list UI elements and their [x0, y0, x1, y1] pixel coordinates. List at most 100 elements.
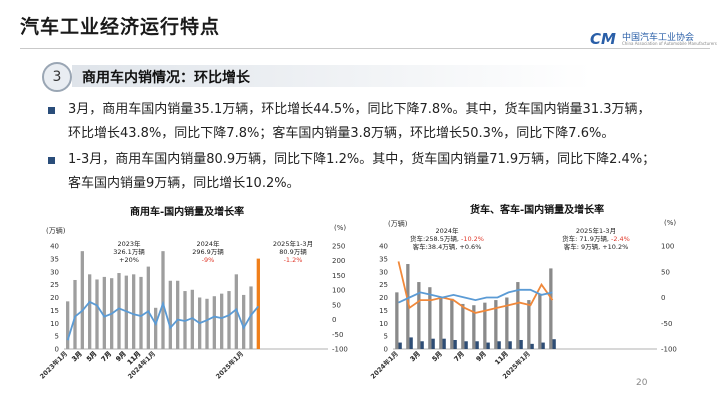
chart1-y2-tick-label: 200 [332, 257, 345, 265]
chart2-y-tick-label: 40 [379, 243, 388, 251]
chart2-bar [552, 339, 556, 349]
chart2-bar [508, 341, 512, 349]
chart2-bar [530, 343, 534, 349]
section-title: 商用车内销情况：环比增长 [82, 70, 250, 86]
chart2-bar [519, 339, 523, 349]
chart2-bar [395, 292, 399, 349]
chart2-x-tick-label: 9月 [474, 350, 487, 363]
ann-line: 2023年 [117, 240, 141, 248]
chart1-bar [212, 296, 216, 349]
chart2-bar [450, 298, 454, 349]
ann-line: 80.9万辆 [279, 248, 307, 256]
chart2-x-tick-label: 11月 [493, 350, 510, 367]
chart1-y-tick-label: 0 [55, 346, 59, 354]
chart2-y-tick-label: 15 [379, 307, 388, 315]
chart1-bar [256, 258, 260, 349]
bullet-1-line1: 3月，商用车国内销量35.1万辆，环比增长44.5%，同比下降7.8%。其中，货… [68, 102, 651, 117]
chart1-y2-tick-label: 250 [332, 243, 345, 251]
ann-line: +20% [119, 256, 139, 264]
chart1-bar [183, 291, 187, 349]
chart2-y-tick-label: 30 [379, 268, 388, 276]
chart1-bar [242, 294, 246, 349]
chart1-y-unit: (万辆) [46, 227, 66, 235]
chart1-bar [220, 293, 224, 349]
chart1-y-tick-label: 15 [50, 307, 59, 315]
chart2-bar [442, 338, 446, 349]
chart1-bar [227, 291, 231, 349]
chart2-x-tick-label: 7月 [452, 350, 465, 363]
chart2-y-tick-label: 0 [384, 346, 388, 354]
chart2-bar [431, 338, 435, 349]
chart2-bar [505, 297, 509, 349]
chart1-annotation-2025: 2025年1-3月 80.9万辆 -1.2% [258, 240, 328, 264]
chart1-bar [66, 301, 70, 349]
chart2-y-tick-label: 20 [379, 294, 388, 302]
chart1-bar [139, 276, 143, 349]
chart1-y2-tick-label: 0 [332, 316, 336, 324]
chart2-bar [483, 302, 487, 349]
chart1-y2-tick-label: 50 [332, 301, 341, 309]
chart2-y-tick-label: 35 [379, 255, 388, 263]
chart2-bar [439, 297, 443, 349]
logo-text: 中国汽车工业协会 [622, 33, 695, 43]
page-title: 汽车工业经济运行特点 [20, 16, 221, 38]
chart1-bar [102, 276, 106, 349]
chart1-bar [176, 280, 180, 349]
chart2-y2-tick-label: 50 [661, 268, 670, 276]
chart2-bar [486, 342, 490, 349]
ann-red-value: -2.4% [611, 235, 630, 243]
chart2-y2-tick-label: -100 [661, 346, 677, 354]
chart2-bar [420, 341, 424, 349]
ann-line: 货车:258.5万辆, -10.2% [410, 235, 484, 243]
chart1-bar [168, 280, 172, 349]
logo-subtext: China Association of Automobile Manufact… [622, 41, 717, 46]
chart1-bar [80, 251, 84, 349]
chart1-y-tick-label: 25 [50, 281, 59, 289]
chart2-bar [417, 282, 421, 349]
bullet-marker [48, 157, 55, 164]
chart1-y2-tick-label: 100 [332, 287, 345, 295]
chart2-bar [472, 305, 476, 349]
chart1-y2-tick-label: -100 [332, 346, 348, 354]
chart1-y-tick-label: 20 [50, 294, 59, 302]
chart2-bar [516, 282, 520, 349]
chart1-bar [124, 275, 128, 349]
chart1-y2-tick-label: 150 [332, 272, 345, 280]
chart1-bar [161, 251, 165, 349]
chart2-bar [461, 303, 465, 349]
chart1-y-tick-label: 5 [55, 333, 59, 341]
chart1-bar [205, 298, 209, 349]
chart2-bar [398, 342, 402, 349]
bullet-marker [48, 107, 55, 114]
chart2-annotation-2024: 2024年 货车:258.5万辆, -10.2% 客车:38.4万辆, +0.6… [392, 227, 502, 251]
chart1-bar [249, 286, 253, 349]
chart2-bar [428, 287, 432, 349]
header-divider [20, 48, 710, 49]
chart1-y2-tick-label: -50 [332, 331, 343, 339]
chart1-y-tick-label: 30 [50, 268, 59, 276]
ann-line: 296.9万辆 [192, 248, 224, 256]
chart2-bar [538, 293, 542, 349]
ann-line: 2025年1-3月 [272, 240, 314, 248]
ann-line: 客车:38.4万辆, +0.6% [412, 243, 482, 251]
ann-line: 货车: 71.9万辆, -2.4% [562, 235, 630, 243]
chart1-bar [95, 279, 99, 349]
chart2-y-tick-label: 5 [384, 333, 388, 341]
ann-line: 2024年 [435, 227, 459, 235]
chart1-title: 商用车-国内销量及增长率 [130, 207, 245, 218]
chart2-bar [453, 339, 457, 349]
chart1-y-tick-label: 35 [50, 255, 59, 263]
logo: CM 中国汽车工业协会 China Association of Automob… [590, 30, 717, 48]
chart2-y2-tick-label: 100 [661, 243, 674, 251]
page-number: 20 [636, 378, 648, 388]
section-number: 3 [42, 62, 72, 92]
chart1-y-tick-label: 10 [50, 320, 59, 328]
chart1-line-0 [66, 300, 259, 341]
chart1-bar [146, 266, 150, 349]
chart2-y2-tick-label: 0 [661, 294, 665, 302]
chart2-bar [549, 268, 553, 349]
chart1-annotation-2024: 2024年 296.9万辆 -9% [175, 240, 241, 264]
chart2-bar [494, 300, 498, 349]
